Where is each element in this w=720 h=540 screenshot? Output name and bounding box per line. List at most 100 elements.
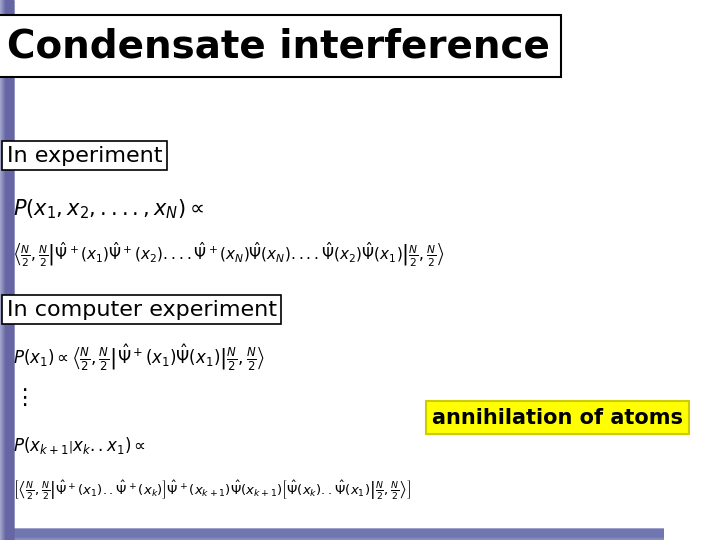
Bar — [1, 0, 7, 540]
Bar — [6, 0, 13, 540]
Bar — [0, 534, 665, 539]
Bar — [0, 534, 665, 539]
Bar — [0, 531, 665, 537]
Bar — [1, 0, 8, 540]
Bar — [0, 530, 665, 536]
Bar — [4, 0, 10, 540]
Text: annihilation of atoms: annihilation of atoms — [432, 408, 683, 428]
Bar — [0, 532, 665, 537]
Bar — [4, 0, 11, 540]
Bar — [4, 0, 10, 540]
Bar — [0, 532, 665, 538]
Bar — [0, 535, 665, 540]
Bar — [0, 534, 665, 539]
Bar — [0, 530, 665, 536]
Bar — [2, 0, 9, 540]
Bar — [0, 533, 665, 538]
Bar — [1, 0, 8, 540]
Bar — [0, 531, 665, 537]
Bar — [3, 0, 9, 540]
Bar — [0, 534, 665, 539]
Bar — [2, 0, 9, 540]
Bar — [2, 0, 9, 540]
Bar — [0, 535, 665, 540]
Bar — [2, 0, 9, 540]
Bar — [0, 533, 665, 538]
Bar — [0, 533, 665, 538]
Bar — [0, 531, 665, 537]
Bar — [4, 0, 11, 540]
Bar — [0, 534, 665, 539]
Bar — [0, 530, 665, 536]
Bar — [6, 0, 13, 540]
Bar — [0, 532, 665, 538]
Bar — [4, 0, 10, 540]
Bar — [1, 0, 9, 540]
Bar — [0, 530, 665, 535]
Bar — [4, 0, 11, 540]
Bar — [1, 0, 8, 540]
Bar — [4, 0, 10, 540]
Bar — [0, 534, 665, 539]
Bar — [0, 530, 665, 536]
Text: $\vdots$: $\vdots$ — [13, 386, 27, 408]
Bar — [0, 531, 665, 536]
Bar — [6, 0, 13, 540]
Bar — [0, 0, 7, 540]
Bar — [0, 532, 665, 537]
Bar — [5, 0, 12, 540]
Bar — [2, 0, 9, 540]
Bar — [0, 532, 665, 538]
Bar — [0, 529, 665, 535]
Bar — [0, 533, 665, 538]
Bar — [0, 530, 665, 536]
Bar — [5, 0, 12, 540]
Bar — [0, 530, 665, 536]
Bar — [6, 0, 12, 540]
Bar — [1, 0, 7, 540]
Bar — [6, 0, 13, 540]
Bar — [0, 532, 665, 538]
Bar — [0, 531, 665, 536]
Bar — [0, 0, 6, 540]
Bar — [0, 531, 665, 537]
Bar — [0, 534, 665, 539]
Bar — [0, 0, 6, 540]
Bar — [4, 0, 12, 540]
Bar — [0, 532, 665, 537]
Bar — [4, 0, 12, 540]
Bar — [0, 531, 665, 536]
Bar — [4, 0, 11, 540]
Bar — [0, 534, 665, 539]
Bar — [1, 0, 8, 540]
Bar — [0, 530, 665, 536]
Bar — [5, 0, 12, 540]
Bar — [5, 0, 12, 540]
Bar — [3, 0, 9, 540]
Bar — [1, 0, 8, 540]
Bar — [1, 0, 7, 540]
Bar — [1, 0, 7, 540]
Bar — [1, 0, 8, 540]
Bar — [0, 531, 665, 537]
Bar — [0, 0, 7, 540]
Bar — [6, 0, 12, 540]
Bar — [0, 534, 665, 539]
Bar — [2, 0, 9, 540]
Bar — [0, 531, 665, 536]
Bar — [0, 534, 665, 539]
Bar — [0, 535, 665, 540]
Bar — [0, 531, 665, 536]
Bar — [0, 535, 665, 540]
Text: $\left\langle \frac{N}{2}, \frac{N}{2} \right| \hat{\Psi}^+(x_1)\hat{\Psi}^+(x_2: $\left\langle \frac{N}{2}, \frac{N}{2} \… — [13, 240, 445, 268]
Bar — [6, 0, 12, 540]
Bar — [2, 0, 9, 540]
Bar — [4, 0, 10, 540]
Bar — [0, 530, 665, 535]
Bar — [4, 0, 11, 540]
Bar — [0, 531, 665, 537]
Bar — [0, 0, 7, 540]
Text: $P(x_1) \propto \left\langle \frac{N}{2}, \frac{N}{2} \right| \hat{\Psi}^+(x_1)\: $P(x_1) \propto \left\langle \frac{N}{2}… — [13, 343, 266, 373]
Bar — [3, 0, 9, 540]
Bar — [6, 0, 12, 540]
